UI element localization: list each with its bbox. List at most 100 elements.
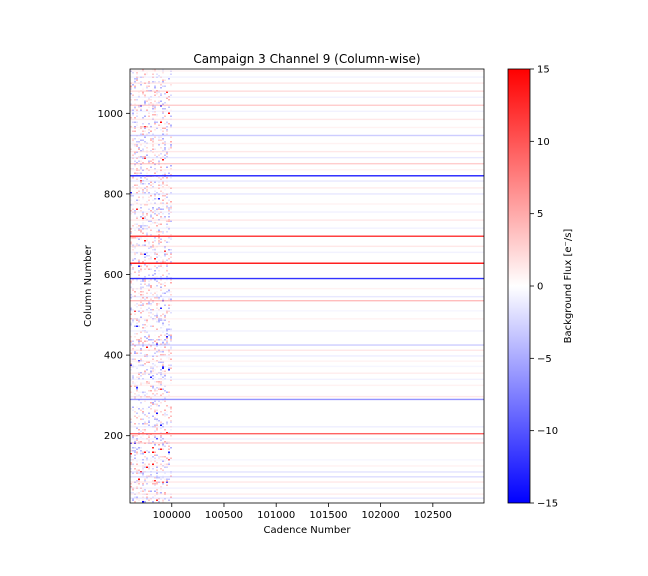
noise-pixel xyxy=(162,118,164,120)
noise-pixel xyxy=(148,463,150,465)
noise-pixel xyxy=(134,454,136,456)
noise-pixel xyxy=(146,382,148,384)
noise-pixel xyxy=(140,487,142,489)
noise-pixel xyxy=(142,130,144,132)
column-stripe xyxy=(130,180,484,182)
noise-pixel xyxy=(162,388,164,390)
noise-pixel xyxy=(140,349,142,351)
noise-pixel xyxy=(144,82,146,84)
noise-pixel xyxy=(132,367,134,369)
noise-pixel xyxy=(142,378,144,380)
column-stripe xyxy=(130,481,484,483)
noise-pixel xyxy=(154,291,156,293)
noise-pixel xyxy=(160,208,162,210)
noise-pixel xyxy=(162,426,164,428)
noise-pixel xyxy=(154,220,156,222)
noise-pixel xyxy=(158,448,160,450)
noise-pixel xyxy=(170,382,172,384)
noise-pixel xyxy=(146,498,148,500)
noise-pixel xyxy=(136,486,138,488)
noise-pixel xyxy=(170,330,172,332)
column-stripe xyxy=(130,438,484,440)
noise-pixel xyxy=(138,259,140,261)
noise-pixel xyxy=(156,469,158,471)
noise-pixel xyxy=(134,99,136,101)
noise-pixel xyxy=(150,474,152,476)
noise-pixel xyxy=(152,186,154,188)
noise-pixel xyxy=(164,373,166,375)
noise-pixel xyxy=(162,261,164,263)
noise-pixel xyxy=(140,291,142,293)
noise-pixel xyxy=(142,499,144,501)
noise-pixel xyxy=(142,408,144,410)
noise-pixel xyxy=(142,70,144,72)
noise-pixel xyxy=(130,109,132,111)
noise-pixel xyxy=(158,177,160,179)
noise-pixel xyxy=(148,466,150,468)
noise-pixel xyxy=(162,370,164,372)
noise-pixel xyxy=(154,213,156,215)
noise-pixel xyxy=(152,480,154,482)
noise-pixel xyxy=(146,384,148,386)
noise-pixel xyxy=(168,307,170,309)
noise-pixel xyxy=(156,328,158,330)
noise-pixel xyxy=(156,316,158,318)
noise-pixel xyxy=(134,310,136,312)
column-stripe xyxy=(130,295,484,298)
noise-pixel xyxy=(150,264,152,266)
noise-pixel xyxy=(136,259,138,261)
noise-pixel xyxy=(136,303,138,305)
noise-pixel xyxy=(154,103,156,105)
noise-pixel xyxy=(160,346,162,348)
noise-pixel xyxy=(136,352,138,354)
noise-pixel xyxy=(136,453,138,455)
noise-pixel xyxy=(132,378,134,380)
noise-pixel xyxy=(156,295,158,297)
noise-pixel xyxy=(130,232,132,234)
noise-pixel xyxy=(138,478,140,480)
noise-pixel xyxy=(140,397,142,399)
noise-pixel xyxy=(136,394,138,396)
noise-pixel xyxy=(170,447,172,449)
noise-pixel xyxy=(162,298,164,300)
noise-pixel xyxy=(138,340,140,342)
noise-pixel xyxy=(156,280,158,282)
noise-pixel xyxy=(144,340,146,342)
noise-pixel xyxy=(168,417,170,419)
noise-pixel xyxy=(148,132,150,134)
noise-pixel xyxy=(142,472,144,474)
column-stripe xyxy=(130,487,484,489)
noise-pixel xyxy=(146,73,148,75)
noise-pixel xyxy=(160,492,162,494)
noise-pixel xyxy=(158,498,160,500)
noise-pixel xyxy=(154,265,156,267)
column-stripe xyxy=(130,175,484,177)
noise-pixel xyxy=(144,354,146,356)
noise-pixel xyxy=(170,147,172,149)
noise-pixel xyxy=(158,361,160,363)
noise-pixel xyxy=(154,258,156,260)
noise-pixel xyxy=(158,336,160,338)
noise-pixel xyxy=(130,193,132,195)
noise-pixel xyxy=(142,244,144,246)
noise-pixel xyxy=(154,148,156,150)
noise-pixel xyxy=(162,366,164,368)
noise-pixel xyxy=(154,364,156,366)
colorbar-label: Background Flux [e⁻/s] xyxy=(563,229,574,344)
noise-pixel xyxy=(148,112,150,114)
noise-pixel xyxy=(148,441,150,443)
noise-pixel xyxy=(152,162,154,164)
noise-pixel xyxy=(148,199,150,201)
noise-pixel xyxy=(152,274,154,276)
noise-pixel xyxy=(142,297,144,299)
noise-pixel xyxy=(136,157,138,159)
noise-pixel xyxy=(162,81,164,83)
noise-pixel xyxy=(152,199,154,201)
noise-pixel xyxy=(156,204,158,206)
noise-pixel xyxy=(166,133,168,135)
noise-pixel xyxy=(160,486,162,488)
noise-pixel xyxy=(170,364,172,366)
noise-pixel xyxy=(140,384,142,386)
noise-pixel xyxy=(158,321,160,323)
